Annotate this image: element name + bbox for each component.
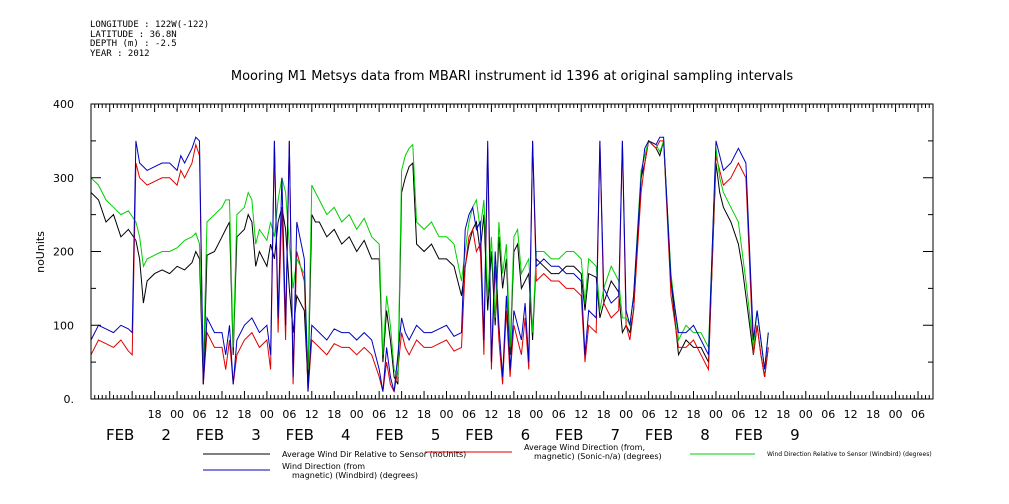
- x-tick-label: 06: [462, 408, 476, 421]
- legend-label-4: Wind Direction (from: [282, 462, 365, 471]
- x-tick-label: 06: [821, 408, 835, 421]
- x-tick-label: 00: [260, 408, 274, 421]
- x-tick-label: 06: [282, 408, 296, 421]
- x-tick-label: 06: [193, 408, 207, 421]
- date-label-month: FEB: [286, 426, 314, 444]
- x-tick-label: 18: [507, 408, 521, 421]
- y-axis-label: noUnits: [34, 231, 47, 273]
- x-tick-label: 06: [731, 408, 745, 421]
- x-tick-label: 12: [754, 408, 768, 421]
- x-tick-label: 18: [597, 408, 611, 421]
- x-tick-label: 18: [866, 408, 880, 421]
- legend-label-2: Average Wind Direction (from,: [524, 443, 645, 452]
- x-tick-label: 12: [484, 408, 498, 421]
- y-tick-label: 0.: [64, 393, 75, 406]
- series-line-2: [91, 139, 769, 394]
- x-tick-label: 06: [642, 408, 656, 421]
- x-tick-label: 12: [305, 408, 319, 421]
- x-tick-label: 00: [619, 408, 633, 421]
- date-label-day: 6: [521, 426, 531, 444]
- date-label-month: FEB: [735, 426, 763, 444]
- x-tick-label: 00: [709, 408, 723, 421]
- y-tick-label: 300: [53, 172, 74, 185]
- metadata-block: LONGITUDE : 122W(-122) LATITUDE : 36.8N …: [90, 20, 210, 59]
- date-label-month: FEB: [106, 426, 134, 444]
- date-label-day: 2: [161, 426, 171, 444]
- date-label-day: 5: [431, 426, 441, 444]
- x-tick-label: 00: [440, 408, 454, 421]
- x-tick-label: 12: [395, 408, 409, 421]
- y-tick-label: 200: [53, 246, 74, 259]
- y-tick-label: 400: [53, 98, 74, 111]
- x-tick-label: 00: [170, 408, 184, 421]
- series-line-3: [91, 140, 769, 378]
- date-label-month: FEB: [375, 426, 403, 444]
- depth-label: DEPTH (m) : -2.5: [90, 39, 177, 49]
- legend-label-2: magnetic) (Sonic-n/a) (degrees): [534, 452, 662, 461]
- x-tick-label: 18: [327, 408, 341, 421]
- x-tick-label: 00: [799, 408, 813, 421]
- x-tick-label: 18: [686, 408, 700, 421]
- x-tick-label: 18: [417, 408, 431, 421]
- date-label-day: 4: [341, 426, 351, 444]
- x-tick-label: 06: [552, 408, 566, 421]
- latitude-label: LATITUDE : 36.8N: [90, 29, 177, 40]
- x-tick-label: 00: [889, 408, 903, 421]
- x-tick-label: 18: [148, 408, 162, 421]
- x-tick-label: 18: [776, 408, 790, 421]
- x-tick-label: 00: [529, 408, 543, 421]
- x-tick-label: 06: [911, 408, 925, 421]
- date-label-month: FEB: [555, 426, 583, 444]
- x-tick-label: 06: [372, 408, 386, 421]
- date-label-month: FEB: [465, 426, 493, 444]
- date-label-day: 9: [790, 426, 800, 444]
- legend-label-1: Average Wind Dir Relative to Sensor (noU…: [282, 450, 466, 459]
- x-tick-label: 18: [237, 408, 251, 421]
- date-label-day: 7: [610, 426, 620, 444]
- legend-label-4: magnetic) (Windbird) (degrees): [292, 471, 418, 480]
- year-label: YEAR : 2012: [90, 48, 150, 59]
- date-label-month: FEB: [196, 426, 224, 444]
- date-label-day: 3: [251, 426, 261, 444]
- x-tick-label: 12: [664, 408, 678, 421]
- x-tick-label: 12: [215, 408, 229, 421]
- longitude-label: LONGITUDE : 122W(-122): [90, 20, 210, 30]
- date-label-month: FEB: [645, 426, 673, 444]
- legend-label-3: Wind Direction Relative to Sensor (Windb…: [767, 451, 932, 458]
- x-tick-label: 12: [574, 408, 588, 421]
- chart-title: Mooring M1 Metsys data from MBARI instru…: [231, 69, 793, 84]
- series-line-4: [91, 136, 769, 392]
- date-label-day: 8: [700, 426, 710, 444]
- x-tick-label: 00: [350, 408, 364, 421]
- y-tick-label: 100: [53, 319, 74, 332]
- x-tick-label: 12: [844, 408, 858, 421]
